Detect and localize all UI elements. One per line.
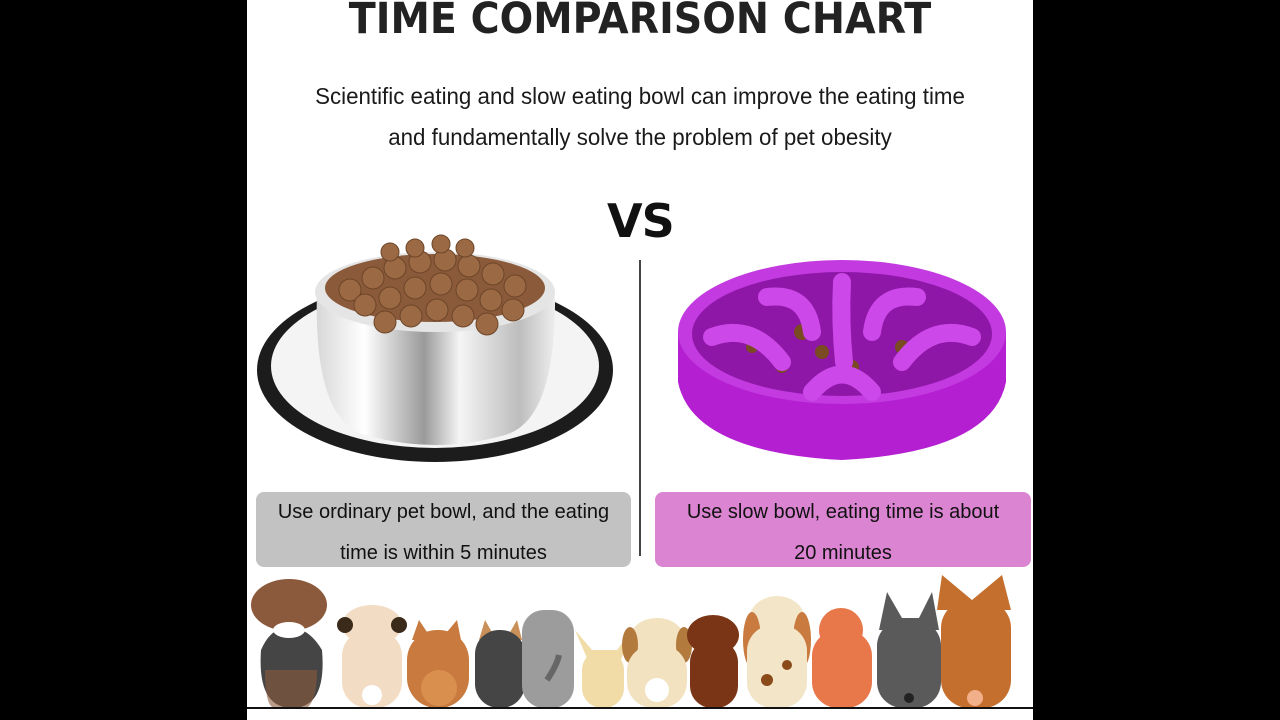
dog-5 <box>522 610 574 708</box>
divider-line <box>639 260 641 556</box>
dog-11 <box>877 592 941 708</box>
dog-4 <box>475 620 525 708</box>
vs-label: VS <box>607 194 675 248</box>
ground-line <box>247 707 1033 709</box>
slow-bowl-caption-line-1: Use slow bowl, eating time is about <box>686 501 1000 523</box>
dogs-illustration <box>251 575 1011 708</box>
dog-7 <box>622 618 692 708</box>
dog-10 <box>812 608 872 708</box>
subtitle: Scientific eating and slow eating bowl c… <box>259 76 1021 158</box>
steel-bowl-image <box>257 234 613 462</box>
slow-bowl-caption: Use slow bowl, eating time is about 20 m… <box>655 492 1031 567</box>
dog-8 <box>687 615 739 708</box>
slow-bowl-caption-line-2: 20 minutes <box>794 542 892 564</box>
page-title: TIME COMPARISON CHART <box>348 0 932 44</box>
dog-6 <box>575 630 632 708</box>
dog-12 <box>937 575 1011 708</box>
subtitle-line-1: Scientific eating and slow eating bowl c… <box>315 83 965 109</box>
slow-feeder-bowl-image <box>678 260 1006 460</box>
dog-1 <box>251 579 327 708</box>
dog-2 <box>337 605 407 708</box>
ordinary-bowl-caption-line-2: time is within 5 minutes <box>340 542 547 564</box>
dog-3 <box>407 620 469 708</box>
ordinary-bowl-caption-line-1: Use ordinary pet bowl, and the eating <box>277 501 610 523</box>
ordinary-bowl-caption: Use ordinary pet bowl, and the eating ti… <box>256 492 631 567</box>
dog-9 <box>743 596 811 708</box>
subtitle-line-2: and fundamentally solve the problem of p… <box>388 124 892 150</box>
infographic-frame: TIME COMPARISON CHART Scientific eating … <box>247 0 1033 720</box>
